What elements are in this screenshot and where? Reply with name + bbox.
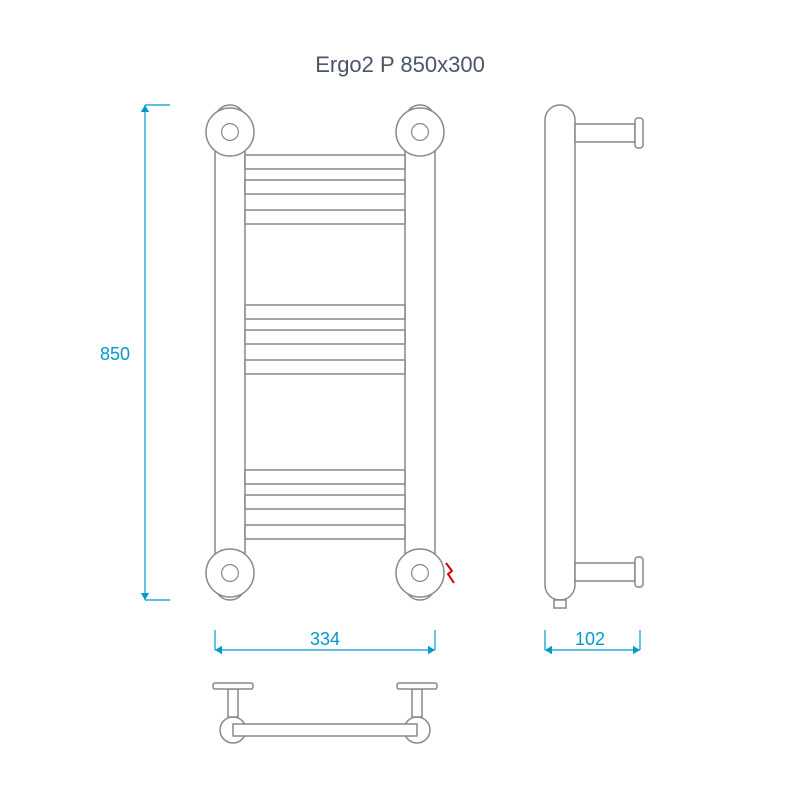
svg-text:850: 850 — [100, 344, 130, 364]
top-view — [213, 683, 437, 743]
technical-drawing: 850 334 102 — [0, 0, 800, 800]
diagram-container: Ergo2 P 850x300 850334102 — [0, 0, 800, 800]
dim-depth: 102 — [545, 629, 640, 654]
side-view — [545, 105, 643, 608]
dim-width: 334 — [215, 629, 435, 654]
dim-height: 850 — [100, 105, 170, 600]
front-view — [206, 105, 454, 600]
svg-text:102: 102 — [575, 629, 605, 649]
svg-text:334: 334 — [310, 629, 340, 649]
